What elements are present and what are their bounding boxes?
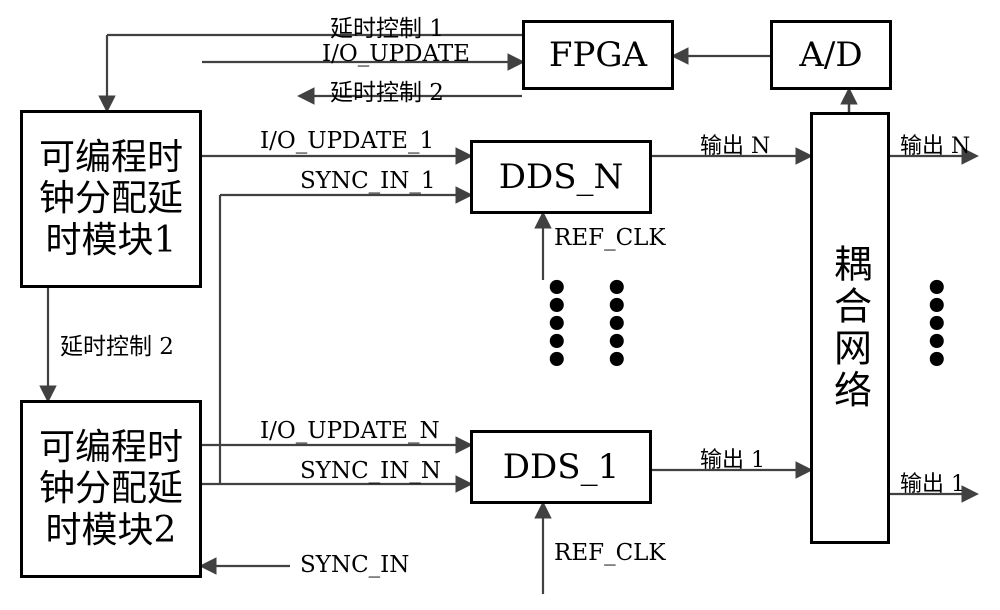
- clk1-label: 可编程时钟分配延时模块1: [29, 137, 193, 261]
- label-sync-in-bottom: SYNC_IN: [300, 552, 409, 578]
- label-io-update-n: I/O_UPDATE_N: [260, 418, 440, 444]
- ad-converter-block: A/D: [770, 20, 892, 90]
- ellipsis-dds-left: •••••: [544, 280, 570, 370]
- dds-n-block: DDS_N: [470, 140, 652, 214]
- label-output-1-right: 输出 1: [900, 466, 965, 498]
- ellipsis-dds-right: •••••: [604, 280, 630, 370]
- ddsn-label: DDS_N: [499, 157, 624, 197]
- label-delay-ctrl-1-top: 延时控制 1: [330, 9, 444, 43]
- label-output-n-left: 输出 N: [700, 128, 770, 160]
- label-delay-ctrl-2-mid: 延时控制 2: [60, 327, 174, 361]
- label-ref-clk-bottom: REF_CLK: [554, 540, 666, 566]
- label-sync-in-n: SYNC_IN_N: [300, 458, 441, 484]
- coupling-label: 耦合网络: [823, 244, 878, 412]
- label-sync-in-1: SYNC_IN_1: [300, 168, 436, 194]
- ad-label: A/D: [799, 35, 862, 75]
- clk2-label: 可编程时钟分配延时模块2: [29, 427, 193, 551]
- ellipsis-outputs: •••••: [924, 280, 950, 370]
- fpga-label: FPGA: [549, 35, 647, 75]
- label-ref-clk-top: REF_CLK: [554, 225, 666, 251]
- label-delay-ctrl-2-top: 延时控制 2: [330, 73, 444, 107]
- programmable-clock-delay-module-2: 可编程时钟分配延时模块2: [20, 400, 202, 578]
- label-io-update-top: I/O_UPDATE: [322, 41, 470, 67]
- label-output-1-left: 输出 1: [700, 442, 765, 474]
- programmable-clock-delay-module-1: 可编程时钟分配延时模块1: [20, 110, 202, 288]
- label-io-update-1: I/O_UPDATE_1: [260, 128, 434, 154]
- dds1-label: DDS_1: [503, 447, 619, 487]
- label-output-n-right: 输出 N: [900, 128, 970, 160]
- dds-1-block: DDS_1: [470, 430, 652, 504]
- fpga-block: FPGA: [522, 20, 674, 90]
- coupling-network-block: 耦合网络: [810, 112, 890, 544]
